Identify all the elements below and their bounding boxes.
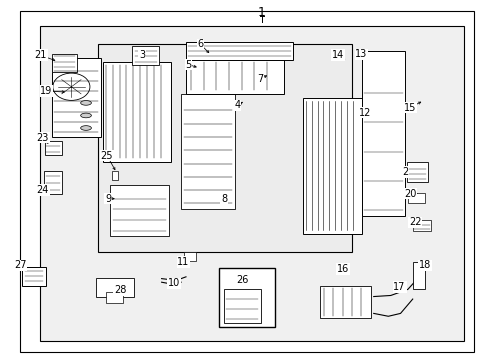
Ellipse shape <box>81 126 91 130</box>
Bar <box>103 62 171 162</box>
Text: 18: 18 <box>418 260 430 270</box>
Text: 7: 7 <box>257 74 263 84</box>
Text: 2: 2 <box>402 167 407 177</box>
Bar <box>112 171 118 180</box>
Text: 1: 1 <box>257 6 265 19</box>
Text: 25: 25 <box>101 150 113 161</box>
Text: 21: 21 <box>35 50 47 60</box>
Bar <box>181 94 234 209</box>
Bar <box>412 220 430 231</box>
Bar <box>320 286 370 318</box>
Bar <box>303 98 361 234</box>
Bar <box>412 262 424 289</box>
Bar <box>44 141 61 155</box>
Text: 16: 16 <box>336 264 348 274</box>
Text: 17: 17 <box>392 282 405 292</box>
Bar <box>219 268 275 327</box>
Bar <box>52 54 77 72</box>
Bar <box>183 252 195 261</box>
Bar <box>105 292 122 303</box>
Bar <box>110 185 168 235</box>
Bar <box>185 42 293 60</box>
Bar <box>40 26 463 341</box>
Ellipse shape <box>81 100 91 105</box>
Text: 3: 3 <box>139 50 145 60</box>
Bar <box>224 289 260 323</box>
Text: 19: 19 <box>41 86 53 96</box>
Text: 20: 20 <box>403 189 416 199</box>
Text: 10: 10 <box>167 278 180 288</box>
Ellipse shape <box>81 113 91 118</box>
Text: 23: 23 <box>37 133 49 143</box>
Text: 4: 4 <box>234 100 240 111</box>
Text: 9: 9 <box>105 194 111 204</box>
Text: 27: 27 <box>14 260 26 270</box>
Bar <box>98 44 351 252</box>
Text: 5: 5 <box>185 59 191 69</box>
Text: 14: 14 <box>331 50 344 60</box>
Text: 11: 11 <box>177 257 189 267</box>
Bar <box>132 45 159 65</box>
Bar <box>407 162 427 182</box>
Text: 26: 26 <box>235 275 248 285</box>
Bar <box>43 171 62 194</box>
Bar <box>361 51 405 216</box>
Bar <box>22 267 45 286</box>
Text: 12: 12 <box>359 108 371 118</box>
Bar <box>407 193 424 203</box>
Text: 8: 8 <box>221 194 226 204</box>
Text: 24: 24 <box>37 185 49 195</box>
Text: 13: 13 <box>355 49 367 59</box>
Bar <box>52 58 101 137</box>
Bar <box>185 60 283 94</box>
Bar <box>96 278 134 297</box>
Text: 6: 6 <box>197 40 203 49</box>
Text: 28: 28 <box>114 285 126 296</box>
Text: 22: 22 <box>408 217 421 227</box>
Text: 15: 15 <box>403 103 416 113</box>
